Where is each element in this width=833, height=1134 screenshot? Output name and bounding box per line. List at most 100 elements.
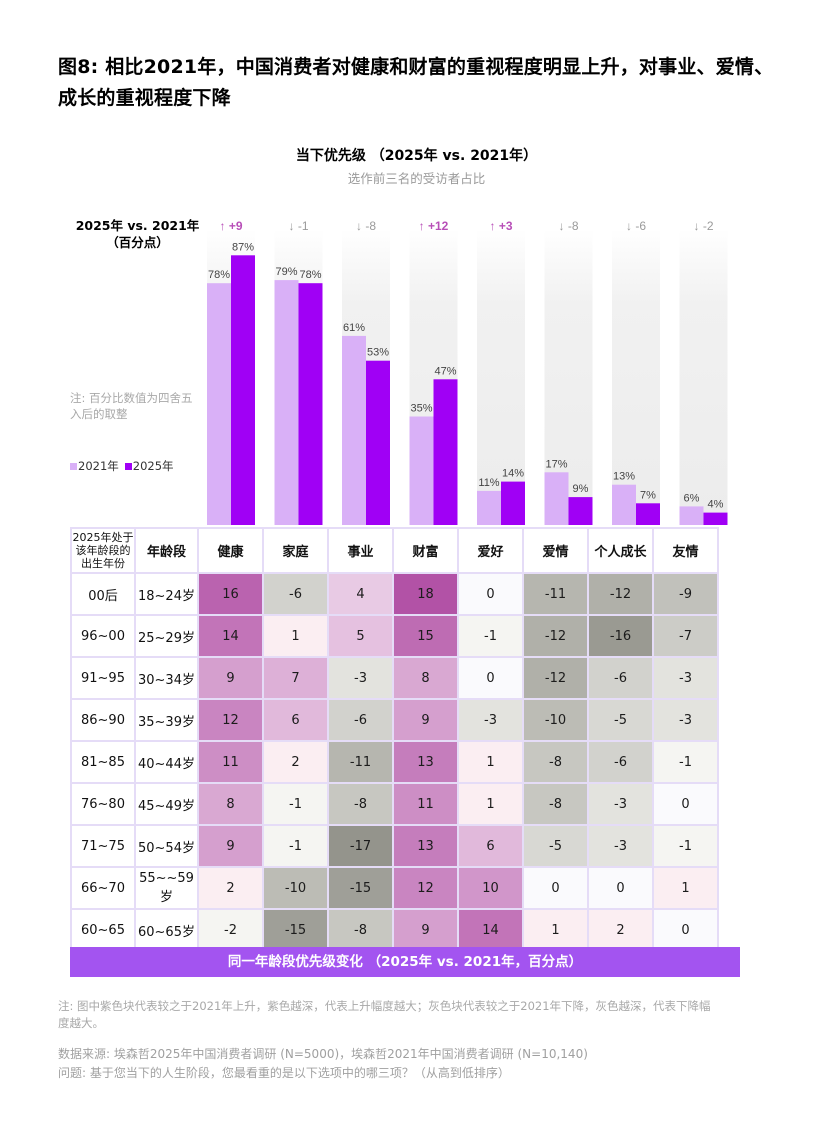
heatmap-cell: 1 [457,740,524,784]
heatmap-cell: -3 [327,656,394,700]
birth-year-cell: 86~90 [70,698,136,742]
bar-value-label: 14% [502,468,524,480]
bar-value-label: 35% [410,403,432,415]
bar-value-label: 17% [545,458,567,470]
heatmap-cell: 0 [587,866,654,910]
heatmap-cell: 2 [197,866,264,910]
heatmap-cell: -1 [652,740,719,784]
age-group-cell: 30~34岁 [134,656,199,700]
heatmap-cell: 18 [392,572,459,616]
delta-down-label: ↓ -1 [288,219,308,233]
heatmap-column-header: 家庭 [262,527,329,574]
heatmap-cell: 7 [262,656,329,700]
heatmap-cell: 8 [392,656,459,700]
heatmap-header-row: 2025年处于该年龄段的出生年份 年龄段 健康 家庭 事业 财富 爱好 爱情 个人成长 友情 [70,527,719,574]
heatmap-cell: 12 [392,866,459,910]
heatmap-cell: 8 [197,782,264,826]
bar-background-7 [679,229,728,525]
bar-value-label: 53% [367,347,389,359]
bar-value-label: 61% [343,322,365,334]
bar-2021-5 [544,472,569,525]
heatmap-cell: -12 [522,614,589,658]
heatmap-column-header: 爱好 [457,527,524,574]
bar-value-label: 13% [613,471,635,483]
heatmap-table: 2025年处于该年龄段的出生年份 年龄段 健康 家庭 事业 财富 爱好 爱情 个人成长 友情 … [70,527,719,952]
heatmap-cell: -8 [522,782,589,826]
bar-value-label: 6% [684,492,700,504]
delta-down-label: ↓ -2 [693,219,713,233]
bar-value-label: 87% [232,241,254,253]
birth-year-cell: 00后 [70,572,136,616]
heatmap-cell: 10 [457,866,524,910]
heatmap-row: 86~90 35~39岁 12 6 -6 9 -3 -10 -5 -3 [70,698,719,742]
data-source: 数据来源: 埃森哲2025年中国消费者调研 (N=5000)，埃森哲2021年中… [58,1047,588,1061]
heatmap-cell: 2 [262,740,329,784]
heatmap-cell: 6 [457,824,524,868]
age-group-cell: 18~24岁 [134,572,199,616]
heatmap-cell: 9 [197,656,264,700]
heatmap-column-header: 个人成长 [587,527,654,574]
heatmap-cell: -7 [652,614,719,658]
header-birth-year: 2025年处于该年龄段的出生年份 [70,527,136,574]
age-group-cell: 50~54岁 [134,824,199,868]
heatmap-cell: -5 [522,824,589,868]
age-group-cell: 25~29岁 [134,614,199,658]
heatmap-row: 96~00 25~29岁 14 1 5 15 -1 -12 -16 -7 [70,614,719,658]
heatmap-cell: -15 [327,866,394,910]
age-group-cell: 55~~59岁 [134,866,199,910]
bar-2021-7 [679,506,704,525]
bar-value-label: 9% [573,483,589,495]
bar-value-label: 7% [640,489,656,501]
heatmap-row: 76~80 45~49岁 8 -1 -8 11 1 -8 -3 0 [70,782,719,826]
heatmap-row: 91~95 30~34岁 9 7 -3 8 0 -12 -6 -3 [70,656,719,700]
heatmap-cell: 13 [392,824,459,868]
bar-2025-0 [231,255,255,526]
bar-2021-2 [342,335,366,525]
heatmap-row: 60~65 60~65岁 -2 -15 -8 9 14 1 2 0 [70,908,719,952]
bar-value-label: 4% [708,499,724,511]
heatmap-cell: -3 [652,656,719,700]
heatmap-column-header: 爱情 [522,527,589,574]
heatmap-cell: 0 [457,656,524,700]
heatmap-column-header: 健康 [197,527,264,574]
delta-header: 2025年 vs. 2021年 （百分点） [70,217,205,251]
bar-2021-6 [612,484,636,525]
heatmap-cell: -16 [587,614,654,658]
delta-up-label: ↑ +3 [489,219,512,233]
heatmap-cell: 5 [327,614,394,658]
heatmap-cell: -10 [262,866,329,910]
heatmap-cell: -6 [587,656,654,700]
heatmap-cell: -1 [262,824,329,868]
delta-up-label: ↑ +9 [219,219,242,233]
heatmap-cell: -3 [587,782,654,826]
heatmap-cell: 9 [392,908,459,952]
heatmap-row: 66~70 55~~59岁 2 -10 -15 12 10 0 0 1 [70,866,719,910]
heatmap-cell: 11 [392,782,459,826]
heatmap-cell: 1 [262,614,329,658]
heatmap-cell: 11 [197,740,264,784]
survey-question: 问题: 基于您当下的人生阶段，您最看重的是以下选项中的哪三项？（从高到低排序） [58,1066,510,1080]
heatmap-row: 71~75 50~54岁 9 -1 -17 13 6 -5 -3 -1 [70,824,719,868]
heatmap-row: 81~85 40~44岁 11 2 -11 13 1 -8 -6 -1 [70,740,719,784]
bar-2025-7 [703,512,728,525]
heatmap-cell: 9 [392,698,459,742]
heatmap-cell: 1 [457,782,524,826]
heatmap-cell: 15 [392,614,459,658]
birth-year-cell: 66~70 [70,866,136,910]
heatmap-cell: -5 [587,698,654,742]
heatmap-cell: 1 [652,866,719,910]
heatmap-cell: 14 [197,614,264,658]
heatmap-cell: 0 [522,866,589,910]
legend-label-2021: 2021年 [78,459,119,473]
heatmap-cell: -1 [652,824,719,868]
delta-up-label: ↑ +12 [419,219,449,233]
heatmap-cell: -2 [197,908,264,952]
heatmap-cell: -1 [457,614,524,658]
chart-title: 当下优先级 （2025年 vs. 2021年） [295,148,538,164]
heatmap-cell: -3 [652,698,719,742]
heatmap-cell: -1 [262,782,329,826]
bar-2025-2 [366,360,390,525]
heatmap-cell: -3 [457,698,524,742]
heatmap-cell: -12 [587,572,654,616]
age-group-cell: 60~65岁 [134,908,199,952]
